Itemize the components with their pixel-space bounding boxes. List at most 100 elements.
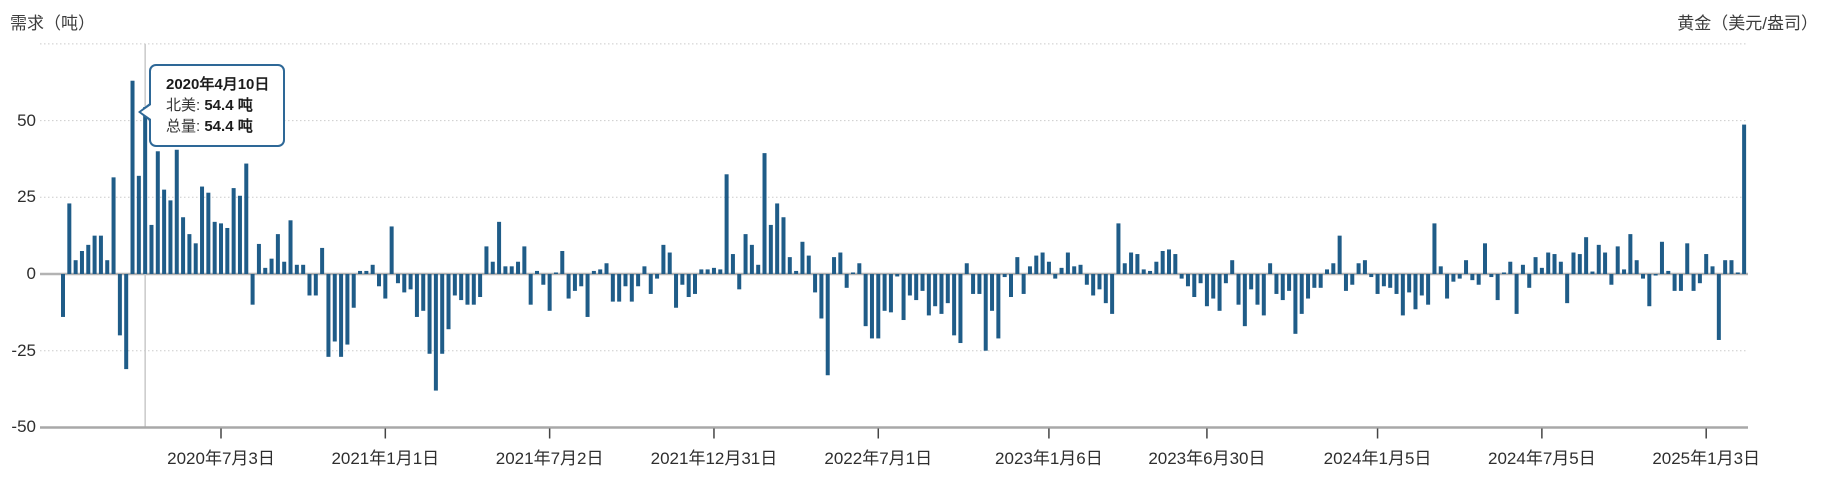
bar[interactable] (459, 274, 464, 301)
bar[interactable] (1318, 274, 1323, 288)
bar[interactable] (1729, 260, 1734, 274)
bar[interactable] (1584, 237, 1589, 274)
bar[interactable] (92, 235, 97, 274)
bar[interactable] (484, 246, 489, 274)
bar[interactable] (237, 195, 242, 274)
bar[interactable] (541, 274, 546, 285)
bar[interactable] (1407, 274, 1412, 293)
bar[interactable] (181, 217, 186, 274)
bar[interactable] (1223, 274, 1228, 284)
bar[interactable] (1173, 254, 1178, 274)
bar[interactable] (1065, 252, 1070, 274)
bar[interactable] (825, 274, 830, 376)
bar[interactable] (136, 175, 141, 274)
bar[interactable] (1653, 274, 1658, 276)
bar[interactable] (528, 274, 533, 305)
bar[interactable] (851, 272, 855, 274)
bar[interactable] (282, 261, 287, 274)
bar[interactable] (206, 192, 211, 274)
bar[interactable] (1375, 274, 1380, 294)
bar[interactable] (1021, 274, 1026, 294)
bar[interactable] (667, 252, 672, 274)
bar[interactable] (1546, 252, 1551, 274)
bar[interactable] (1520, 264, 1525, 274)
bar[interactable] (1394, 274, 1399, 294)
bar[interactable] (711, 267, 716, 274)
bar[interactable] (926, 274, 931, 316)
bar[interactable] (598, 269, 603, 274)
bar[interactable] (806, 255, 811, 274)
bar[interactable] (503, 266, 508, 274)
bar[interactable] (579, 274, 584, 287)
bar[interactable] (1533, 257, 1538, 274)
bar[interactable] (339, 274, 344, 357)
bar[interactable] (699, 269, 704, 274)
bar[interactable] (124, 274, 129, 370)
bar[interactable] (1615, 246, 1620, 274)
bar[interactable] (718, 269, 723, 274)
bar[interactable] (730, 254, 735, 274)
bar[interactable] (111, 177, 116, 274)
bar[interactable] (1571, 252, 1576, 274)
bar[interactable] (1432, 223, 1437, 274)
bar[interactable] (1299, 274, 1304, 314)
bar[interactable] (1596, 244, 1601, 274)
bar[interactable] (294, 264, 299, 274)
bar[interactable] (794, 270, 799, 274)
bar[interactable] (1091, 274, 1096, 296)
bar[interactable] (819, 274, 824, 319)
bar[interactable] (1034, 255, 1039, 274)
bar[interactable] (901, 274, 906, 321)
bar[interactable] (1141, 269, 1146, 274)
bar[interactable] (1072, 266, 1077, 274)
bar[interactable] (1198, 274, 1203, 284)
bar[interactable] (775, 203, 780, 274)
bar[interactable] (983, 274, 988, 351)
bar[interactable] (623, 274, 628, 287)
bar[interactable] (1002, 274, 1007, 278)
bar[interactable] (1723, 260, 1728, 274)
bar[interactable] (566, 274, 571, 299)
bar[interactable] (1325, 269, 1329, 274)
bar[interactable] (1381, 274, 1386, 287)
bar[interactable] (1539, 267, 1544, 274)
bar[interactable] (863, 274, 868, 327)
bar[interactable] (743, 234, 748, 274)
bar[interactable] (1577, 254, 1582, 274)
bar[interactable] (1350, 274, 1355, 285)
bar[interactable] (1160, 250, 1165, 274)
bar[interactable] (1603, 252, 1608, 274)
bar[interactable] (402, 274, 407, 293)
bar[interactable] (939, 274, 944, 314)
bar[interactable] (345, 274, 350, 345)
bar[interactable] (952, 274, 957, 336)
bar[interactable] (1249, 274, 1254, 290)
bar[interactable] (358, 270, 363, 274)
bar[interactable] (1647, 274, 1652, 307)
bar[interactable] (1135, 254, 1140, 274)
bar[interactable] (1148, 270, 1153, 274)
bar[interactable] (888, 274, 893, 313)
bar[interactable] (737, 274, 742, 290)
bar[interactable] (1211, 274, 1216, 299)
bar[interactable] (933, 274, 938, 307)
bar[interactable] (1059, 267, 1064, 274)
bar[interactable] (433, 274, 438, 391)
bar[interactable] (231, 188, 236, 274)
bar[interactable] (1356, 263, 1361, 274)
bar[interactable] (869, 274, 874, 339)
bar[interactable] (1236, 274, 1241, 305)
bar[interactable] (478, 274, 483, 298)
bar[interactable] (105, 260, 110, 274)
bar[interactable] (705, 269, 710, 274)
bar[interactable] (395, 274, 400, 284)
bar[interactable] (1704, 254, 1709, 274)
bar[interactable] (79, 250, 84, 274)
bar[interactable] (1672, 274, 1677, 291)
bar[interactable] (693, 274, 697, 294)
bar[interactable] (1009, 274, 1013, 298)
bar[interactable] (1735, 272, 1740, 274)
bar[interactable] (844, 274, 849, 288)
bar[interactable] (642, 266, 647, 274)
bar[interactable] (313, 274, 318, 296)
